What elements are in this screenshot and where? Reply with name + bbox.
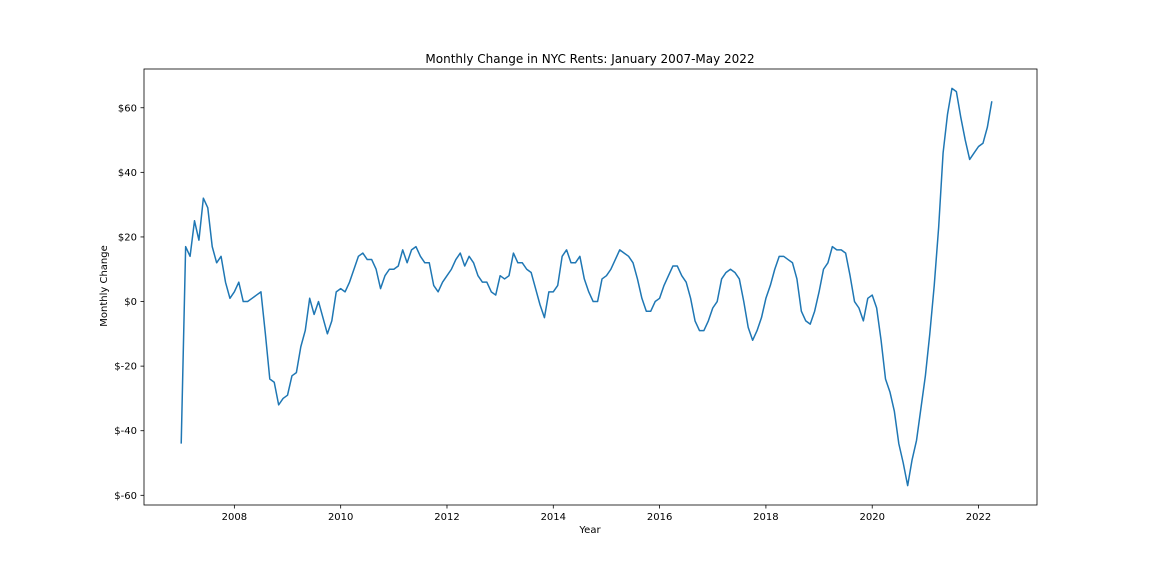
x-axis: 2008 2010 2012 2014 2016 2018 2020 2022 [222, 505, 991, 523]
x-tick-label: 2020 [859, 512, 884, 523]
x-tick-label: 2010 [328, 512, 353, 523]
y-axis-label: Monthly Change [99, 245, 110, 327]
x-tick-label: 2016 [647, 512, 672, 523]
chart-title: Monthly Change in NYC Rents: January 200… [425, 52, 754, 66]
y-axis: $60 $40 $20 $0 $-20 $-40 $-60 [114, 103, 144, 502]
y-tick-label: $40 [118, 168, 137, 179]
y-tick-label: $-40 [114, 426, 137, 437]
plot-frame [143, 68, 1038, 506]
y-tick-label: $0 [124, 297, 137, 308]
x-tick-label: 2014 [541, 512, 566, 523]
y-tick-label: $20 [118, 232, 137, 243]
series-line [180, 87, 993, 487]
y-tick-label: $60 [118, 103, 137, 114]
y-tick-label: $-60 [114, 491, 137, 502]
x-axis-label: Year [578, 525, 601, 536]
plot-area [180, 87, 993, 487]
x-tick-label: 2022 [966, 512, 991, 523]
y-tick-label: $-20 [114, 362, 137, 373]
x-tick-label: 2012 [434, 512, 459, 523]
x-tick-label: 2008 [222, 512, 247, 523]
x-tick-label: 2018 [753, 512, 778, 523]
